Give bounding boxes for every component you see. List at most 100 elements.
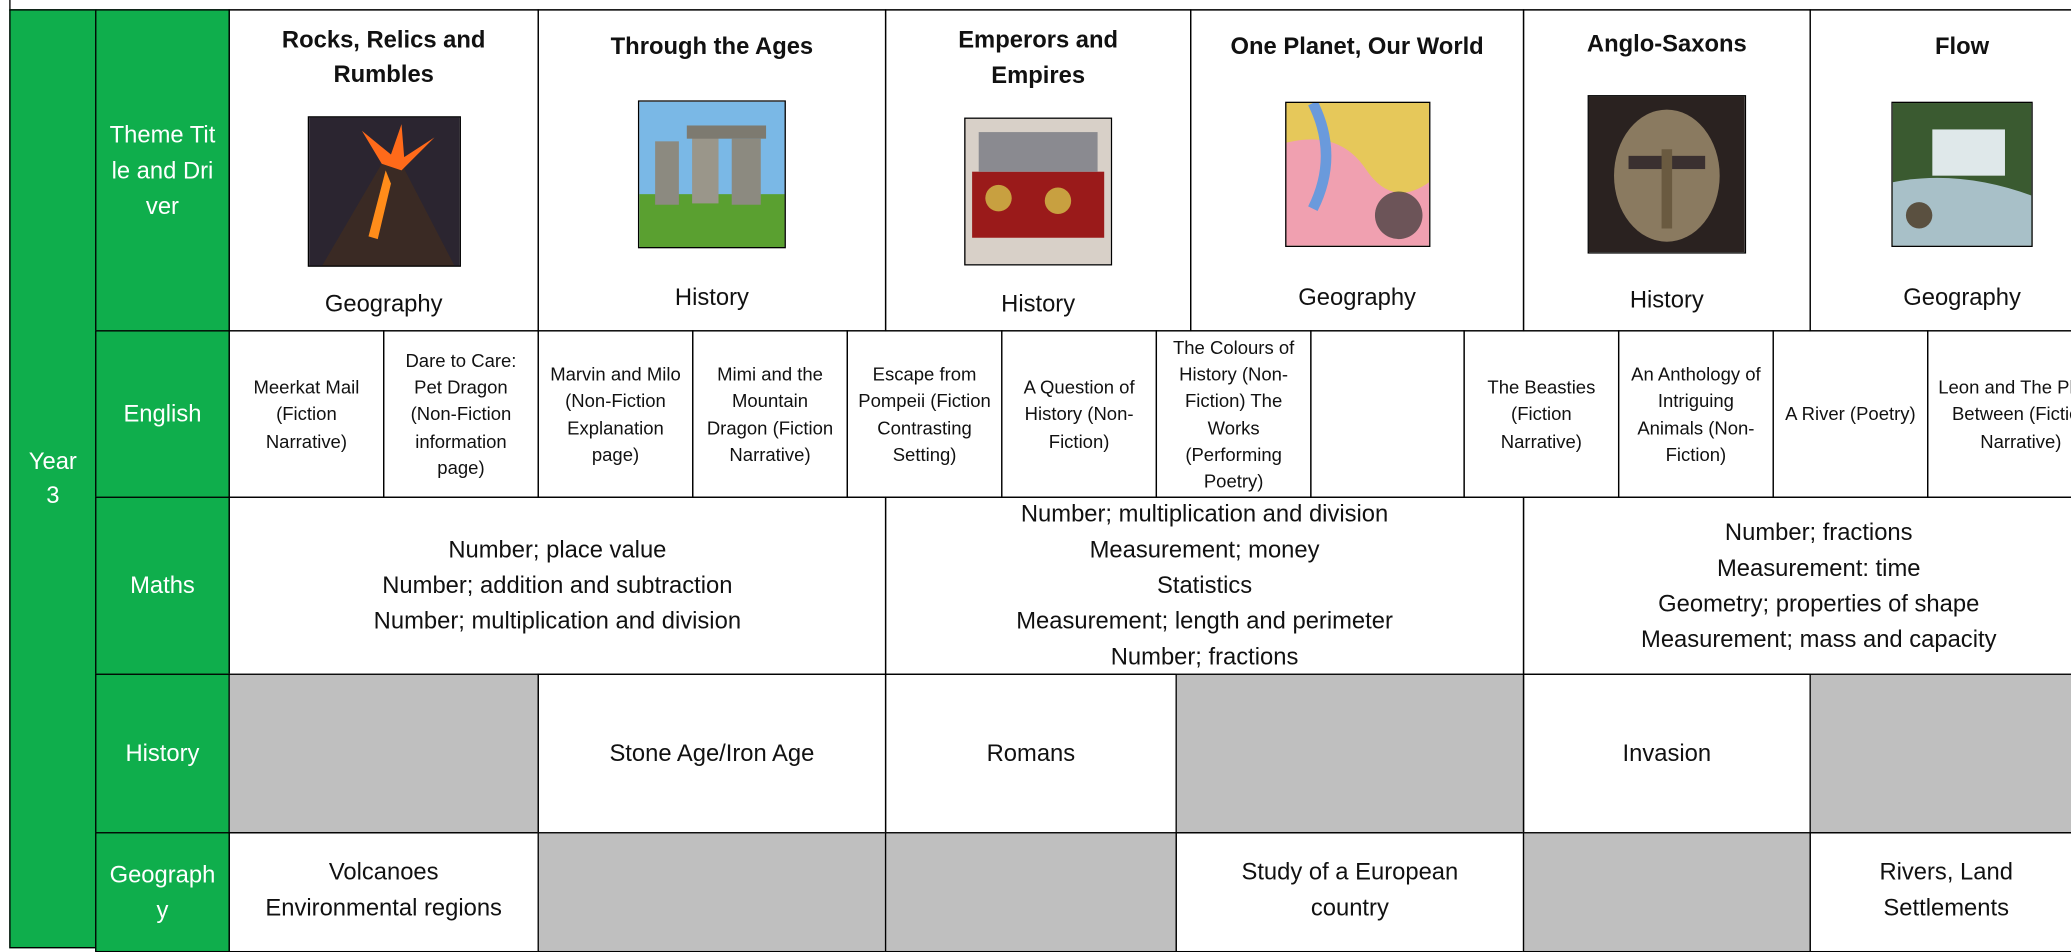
english-text: A River (Poetry): [1785, 403, 1916, 425]
maths-cell: Number; multiplication and division Measu…: [884, 496, 1525, 675]
maths-cell: Number; fractions Measurement: time Geomet…: [1522, 496, 2071, 675]
english-cell: An Anthology of Intriguing Animals (Non-…: [1617, 330, 1774, 498]
maths-line: Measurement; length and perimeter: [1016, 607, 1393, 634]
theme-cell: Anglo-Saxons History: [1522, 9, 1811, 332]
theme-image: [1284, 100, 1430, 247]
english-text: The Beasties (Fiction Narrative): [1487, 376, 1596, 452]
image: [1892, 102, 2032, 246]
image: [965, 118, 1111, 264]
history-text: Invasion: [1622, 739, 1712, 767]
history-cell: Romans: [884, 673, 1177, 834]
theme-title: Emperors and Empires: [958, 27, 1119, 88]
maths-line: Geometry; properties of shape: [1658, 589, 1980, 617]
geography-cell: Study of a European country: [1175, 832, 1525, 952]
empty-cell: [884, 832, 1177, 952]
geography-line: Study of a European country: [1241, 858, 1459, 921]
theme-image: [1587, 94, 1747, 253]
theme-image: [637, 99, 786, 248]
history-cell: Stone Age/Iron Age: [537, 673, 887, 834]
row-label-cell: Theme Title and Driver: [95, 9, 230, 332]
maths-cell: Number; place value Number; addition and …: [228, 496, 887, 675]
english-text: An Anthology of Intriguing Animals (Non-…: [1631, 363, 1761, 465]
image: [639, 101, 785, 247]
image: [308, 116, 459, 265]
english-text: Marvin and Milo (Non-Fiction Explanation…: [550, 363, 681, 465]
english-text: Dare to Care: Pet Dragon (Non-Fiction in…: [405, 349, 517, 479]
theme-title: Anglo-Saxons: [1586, 31, 1747, 58]
theme-title: One Planet, Our World: [1230, 33, 1484, 60]
theme-title: Flow: [1934, 33, 1990, 60]
english-cell: Mimi and the Mountain Dragon (Fiction Na…: [692, 330, 848, 498]
empty-cell: [537, 832, 887, 952]
english-text: Mimi and the Mountain Dragon (Fiction Na…: [706, 363, 834, 465]
theme-title: Rocks, Relics and Rumbles: [281, 26, 486, 88]
theme-cell: Flow Geography: [1809, 9, 2071, 332]
theme-driver: History: [1001, 289, 1076, 317]
empty-cell: [1522, 832, 1811, 952]
english-cell: A Question of History (Non-Fiction): [1001, 330, 1158, 498]
theme-cell: One Planet, Our World Geography: [1190, 9, 1525, 332]
maths-line: Number; fractions: [1724, 518, 1913, 545]
theme-title: Through the Ages: [610, 32, 814, 60]
history-text: Romans: [986, 739, 1076, 767]
row-label-cell: English: [95, 330, 230, 498]
theme-driver: Geography: [324, 290, 443, 317]
english-text: The Colours of History (Non-Fiction) The…: [1172, 336, 1295, 492]
row-label: Theme Title and Driver: [109, 120, 216, 219]
row-label: English: [123, 400, 202, 427]
english-cell: The Colours of History (Non-Fiction) The…: [1155, 330, 1312, 498]
maths-line: Number; multiplication and division: [1020, 500, 1389, 527]
english-cell: Leon and The Place Between (Fiction Narr…: [1927, 330, 2071, 498]
theme-cell: Through the Ages History: [537, 9, 887, 332]
english-cell: Meerkat Mail (Fiction Narrative): [228, 330, 385, 498]
empty-cell: [1809, 673, 2071, 834]
maths-line: Number; fractions: [1110, 643, 1299, 670]
theme-cell: Rocks, Relics and Rumbles Geography: [228, 9, 539, 332]
english-text: Leon and The Place Between (Fiction Narr…: [1938, 376, 2071, 452]
geography-cell: Rivers, Land Settlements: [1809, 832, 2071, 952]
row-label-cell: Maths: [95, 496, 230, 675]
year-label: Year 3: [28, 448, 77, 508]
history-cell: Invasion: [1522, 673, 1811, 834]
maths-line: Number; addition and subtraction: [382, 571, 733, 599]
english-text: A Question of History (Non-Fiction): [1023, 376, 1135, 452]
english-cell: A River (Poetry): [1772, 330, 1929, 498]
english-cell: Marvin and Milo (Non-Fiction Explanation…: [537, 330, 694, 498]
left-border: [9, 0, 11, 11]
geography-cell: Volcanoes Environmental regions: [228, 832, 539, 952]
english-text: Escape from Pompeii (Fiction Contrasting…: [858, 363, 991, 465]
row-label-cell: History: [95, 673, 230, 834]
geography-line: Rivers, Land Settlements: [1879, 858, 2013, 921]
theme-image: [964, 117, 1113, 265]
theme-driver: Geography: [1903, 283, 2021, 311]
geography-line: Volcanoes: [328, 858, 439, 885]
maths-line: Statistics: [1157, 571, 1253, 599]
maths-line: Number; multiplication and division: [373, 607, 742, 634]
english-cell: [1310, 330, 1465, 498]
empty-cell: [228, 673, 539, 834]
year-cell: Year 3: [9, 9, 97, 949]
english-cell: The Beasties (Fiction Narrative): [1463, 330, 1620, 498]
theme-image: [307, 115, 461, 267]
row-label: Maths: [130, 571, 195, 599]
english-cell: Dare to Care: Pet Dragon (Non-Fiction in…: [383, 330, 539, 498]
maths-line: Measurement; mass and capacity: [1641, 625, 1997, 652]
maths-line: Measurement; money: [1089, 536, 1320, 563]
english-cell: Escape from Pompeii (Fiction Contrasting…: [846, 330, 1003, 498]
empty-cell: [1175, 673, 1525, 834]
row-label: Geography: [109, 860, 216, 923]
maths-line: Number; place value: [448, 536, 667, 563]
history-text: Stone Age/Iron Age: [609, 739, 815, 767]
image: [1588, 95, 1745, 252]
theme-image: [1891, 101, 2033, 247]
theme-driver: History: [1629, 285, 1704, 313]
row-label-cell: Geography: [95, 832, 230, 952]
row-label: History: [125, 739, 200, 767]
theme-cell: Emperors and Empires History: [884, 9, 1192, 332]
theme-driver: Geography: [1298, 283, 1416, 311]
english-text: Meerkat Mail (Fiction Narrative): [253, 376, 360, 452]
theme-driver: History: [674, 284, 749, 311]
maths-line: Measurement: time: [1716, 554, 1921, 581]
image: [1285, 100, 1429, 246]
